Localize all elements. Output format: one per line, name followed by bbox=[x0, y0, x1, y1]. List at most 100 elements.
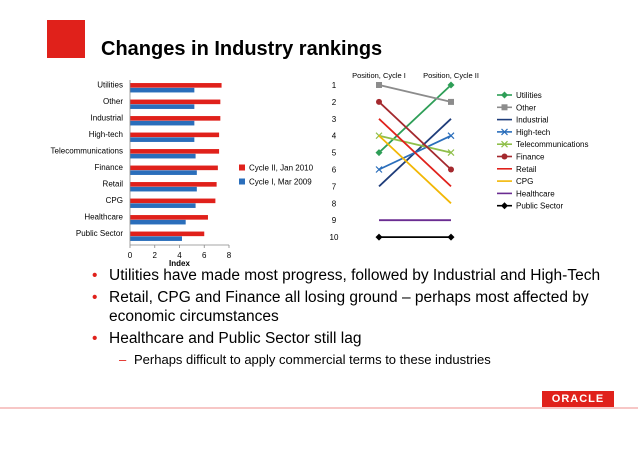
bullet-text: Retail, CPG and Finance all losing groun… bbox=[109, 289, 589, 325]
bullet-text: Healthcare and Public Sector still lag bbox=[109, 330, 362, 347]
line-legend-label: Other bbox=[516, 103, 536, 112]
line-y-tick-label: 1 bbox=[332, 81, 337, 90]
bar-category-label: Other bbox=[103, 97, 123, 106]
bar-mar2009 bbox=[130, 153, 196, 159]
sub-bullet-dash-icon: – bbox=[119, 352, 127, 367]
bar-jan2010 bbox=[130, 182, 217, 187]
bar-jan2010 bbox=[130, 231, 205, 237]
bullet-dot-icon: • bbox=[92, 267, 98, 284]
bar-category-label: Finance bbox=[95, 163, 124, 172]
bar-jan2010 bbox=[130, 149, 220, 154]
bar-category-label: High-tech bbox=[89, 130, 123, 139]
slide-title: Changes in Industry rankings bbox=[101, 38, 383, 60]
bar-legend-label: Cycle I, Mar 2009 bbox=[249, 178, 312, 187]
line-series bbox=[378, 84, 452, 154]
line-point-cycle2 bbox=[447, 81, 455, 89]
bar-mar2009 bbox=[130, 203, 196, 208]
bar-x-tick-label: 8 bbox=[227, 251, 232, 260]
line-x-category-label: Position, Cycle I bbox=[352, 71, 406, 80]
line-y-tick-label: 8 bbox=[332, 199, 337, 208]
bullet-item: • Utilities have made most progress, foll… bbox=[92, 266, 612, 285]
bar-category-label: CPG bbox=[106, 196, 123, 205]
line-legend-label: Telecommunications bbox=[516, 140, 588, 149]
line-point-cycle1 bbox=[375, 166, 383, 173]
bar-mar2009 bbox=[130, 137, 195, 142]
bar-jan2010 bbox=[130, 99, 221, 105]
bar-mar2009 bbox=[130, 120, 195, 126]
bar-jan2010 bbox=[130, 165, 218, 171]
bar-jan2010 bbox=[130, 198, 216, 204]
bar-mar2009 bbox=[130, 87, 195, 93]
bullet-list: • Utilities have made most progress, foll… bbox=[92, 266, 612, 368]
line-legend-label: Industrial bbox=[516, 116, 549, 125]
line-legend-marker bbox=[501, 128, 508, 136]
line-series bbox=[378, 84, 452, 103]
line-point-cycle1 bbox=[375, 149, 383, 157]
bullet-item: • Healthcare and Public Sector still lag bbox=[92, 329, 612, 348]
sub-bullet-text: Perhaps difficult to apply commercial te… bbox=[134, 352, 491, 367]
bar-category-label: Healthcare bbox=[84, 212, 123, 221]
line-point-cycle2 bbox=[447, 233, 455, 241]
line-legend-marker bbox=[501, 140, 508, 148]
line-point-cycle1 bbox=[376, 82, 382, 88]
line-point-cycle1 bbox=[376, 98, 382, 105]
bar-mar2009 bbox=[130, 104, 195, 109]
line-legend-marker bbox=[501, 153, 508, 160]
line-legend-label: Retail bbox=[516, 165, 537, 174]
line-legend-marker bbox=[501, 202, 508, 210]
bar-mar2009 bbox=[130, 219, 186, 225]
line-legend-label: Finance bbox=[516, 153, 545, 162]
bar-mar2009 bbox=[130, 170, 197, 175]
line-legend-label: High-tech bbox=[516, 128, 550, 137]
bar-x-tick-label: 0 bbox=[128, 251, 133, 260]
line-y-tick-label: 7 bbox=[332, 182, 337, 191]
line-point-cycle2 bbox=[447, 149, 455, 157]
line-y-tick-label: 4 bbox=[332, 132, 337, 141]
line-y-tick-label: 6 bbox=[332, 166, 337, 175]
line-series bbox=[378, 101, 452, 171]
bullet-dot-icon: • bbox=[92, 330, 98, 347]
bar-jan2010 bbox=[130, 116, 221, 121]
bar-x-axis-title: Index bbox=[169, 259, 190, 268]
bar-category-label: Utilities bbox=[97, 80, 123, 89]
bar-legend-swatch bbox=[239, 178, 245, 185]
bar-category-label: Public Sector bbox=[76, 229, 123, 238]
line-series bbox=[378, 134, 452, 154]
bar-x-tick-label: 2 bbox=[153, 251, 158, 260]
line-legend-label: Healthcare bbox=[516, 189, 555, 198]
bullet-item: • Retail, CPG and Finance all losing grou… bbox=[92, 288, 612, 326]
line-y-tick-label: 5 bbox=[332, 149, 337, 158]
line-point-cycle2 bbox=[448, 166, 454, 173]
bar-x-tick-label: 4 bbox=[177, 251, 182, 260]
bullet-dot-icon: • bbox=[92, 289, 98, 306]
bar-category-label: Telecommunications bbox=[51, 146, 123, 155]
line-series bbox=[378, 135, 452, 204]
line-legend-label: CPG bbox=[516, 177, 533, 186]
bar-mar2009 bbox=[130, 236, 182, 241]
footer-rule bbox=[0, 407, 638, 409]
bar-mar2009 bbox=[130, 186, 197, 192]
bar-category-label: Industrial bbox=[91, 113, 124, 122]
line-point-cycle2 bbox=[448, 98, 454, 105]
bar-jan2010 bbox=[130, 132, 220, 138]
line-legend-label: Public Sector bbox=[516, 202, 563, 211]
sub-bullet-item: – Perhaps difficult to apply commercial t… bbox=[92, 351, 612, 368]
line-y-tick-label: 10 bbox=[330, 233, 339, 242]
line-y-tick-label: 3 bbox=[332, 115, 337, 124]
line-legend-marker bbox=[501, 104, 508, 111]
bar-jan2010 bbox=[130, 215, 208, 220]
bar-category-label: Retail bbox=[103, 179, 124, 188]
line-legend-label: Utilities bbox=[516, 91, 542, 100]
brand-square bbox=[47, 20, 85, 58]
bar-legend-label: Cycle II, Jan 2010 bbox=[249, 164, 314, 173]
line-x-category-label: Position, Cycle II bbox=[423, 71, 479, 80]
bar-jan2010 bbox=[130, 83, 222, 88]
bar-x-tick-label: 6 bbox=[202, 251, 207, 260]
line-y-tick-label: 2 bbox=[332, 98, 337, 107]
line-legend-marker bbox=[501, 91, 508, 99]
line-point-cycle2 bbox=[447, 132, 455, 140]
line-series bbox=[378, 118, 452, 188]
bar-legend-swatch bbox=[239, 164, 245, 171]
bullet-text: Utilities have made most progress, follo… bbox=[109, 267, 601, 284]
